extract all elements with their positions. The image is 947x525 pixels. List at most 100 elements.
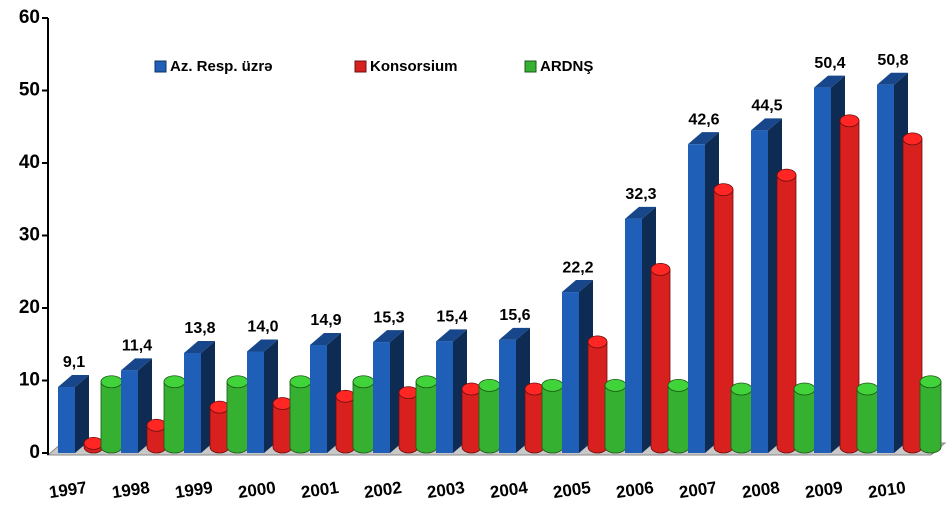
bar [814, 87, 831, 453]
value-label: 50,4 [814, 55, 845, 72]
bar-top [625, 206, 656, 219]
bar-top [814, 75, 845, 88]
x-tick-label: 2005 [552, 478, 592, 502]
bar-top [751, 118, 782, 131]
value-label: 15,3 [373, 309, 404, 326]
value-label: 32,3 [625, 186, 656, 203]
y-tick-label: 30 [19, 225, 40, 246]
y-tick-label: 60 [19, 7, 40, 28]
cylinder [163, 381, 186, 454]
cylinder-top [793, 382, 816, 396]
cylinder-top [839, 114, 860, 128]
x-tick-label: 2004 [489, 478, 530, 502]
value-label: 14,9 [310, 312, 341, 329]
cylinder-top [226, 375, 249, 389]
x-tick-label: 2010 [867, 478, 907, 502]
y-tick-label: 0 [29, 442, 40, 463]
cylinder [226, 381, 249, 454]
cylinder-top [146, 418, 167, 432]
bar [499, 339, 516, 453]
cylinder-top [209, 400, 230, 414]
legend-swatch [154, 60, 167, 73]
x-tick-label: 2001 [300, 478, 340, 502]
cylinder [793, 388, 816, 454]
bar-top [310, 332, 341, 345]
cylinder-top [524, 382, 545, 396]
cylinder [461, 388, 482, 454]
bar-top [562, 280, 593, 293]
value-label: 9,1 [63, 354, 85, 371]
cylinder-top [604, 378, 627, 392]
cylinder [209, 406, 230, 454]
bar-top [184, 340, 215, 353]
cylinder [902, 138, 923, 454]
cylinder [335, 395, 356, 454]
cylinder-top [730, 382, 753, 396]
x-tick-label: 2006 [615, 478, 655, 502]
bar [562, 292, 579, 453]
cylinder [713, 189, 734, 454]
bar [184, 352, 201, 453]
bar-top [373, 330, 404, 343]
value-label: 15,6 [499, 307, 530, 324]
bar [877, 84, 894, 453]
x-tick-label: 2009 [804, 478, 844, 502]
cylinder-top [100, 375, 123, 389]
y-tick-label: 50 [19, 80, 40, 101]
cylinder-top [667, 378, 690, 392]
cylinder [839, 120, 860, 454]
x-tick-label: 1999 [174, 478, 214, 502]
cylinder-top [461, 382, 482, 396]
bar-top [58, 375, 89, 388]
bar [58, 387, 75, 453]
value-label: 11,4 [122, 338, 152, 355]
bar-top [877, 72, 908, 85]
cylinder [100, 381, 123, 454]
value-label: 42,6 [688, 111, 719, 128]
cylinder [856, 388, 879, 454]
cylinder-top [415, 375, 438, 389]
cylinder [352, 381, 375, 454]
bar-top [247, 339, 278, 352]
bar [373, 342, 390, 453]
bar-side [75, 375, 89, 453]
cylinder-top [335, 389, 356, 403]
cylinder-top [398, 386, 419, 400]
cylinder [415, 381, 438, 454]
legend-swatch [354, 60, 367, 73]
bar [247, 351, 264, 453]
cylinder [587, 341, 608, 454]
x-tick-label: 2007 [678, 478, 718, 502]
y-tick-label: 40 [19, 152, 40, 173]
bar [121, 370, 138, 453]
bar-top [121, 358, 152, 371]
bar [688, 144, 705, 453]
bar [751, 130, 768, 453]
x-tick-label: 1998 [111, 478, 151, 502]
bar [436, 341, 453, 453]
x-tick-label: 2002 [363, 478, 403, 502]
bar-top [499, 327, 530, 340]
legend-swatch [524, 60, 537, 73]
cylinder-top [83, 436, 104, 450]
legend-label: ARDNŞ [540, 58, 593, 75]
cylinder-top [289, 375, 312, 389]
bar-top [688, 132, 719, 145]
cylinder-top [478, 378, 501, 392]
legend-label: Az. Resp. üzrə [170, 58, 273, 75]
cylinder [478, 384, 501, 454]
value-label: 22,2 [562, 259, 593, 276]
cylinder [730, 388, 753, 454]
cylinder-top [163, 375, 186, 389]
y-tick-label: 10 [19, 370, 40, 391]
value-label: 50,8 [877, 52, 908, 69]
cylinder-top [272, 397, 293, 410]
cylinder [272, 403, 293, 454]
legend-label: Konsorsium [370, 58, 458, 75]
cylinder [524, 388, 545, 454]
y-tick-label: 20 [19, 297, 40, 318]
x-tick-label: 2003 [426, 478, 466, 502]
cylinder-top [713, 183, 734, 197]
cylinder-top [776, 168, 797, 182]
